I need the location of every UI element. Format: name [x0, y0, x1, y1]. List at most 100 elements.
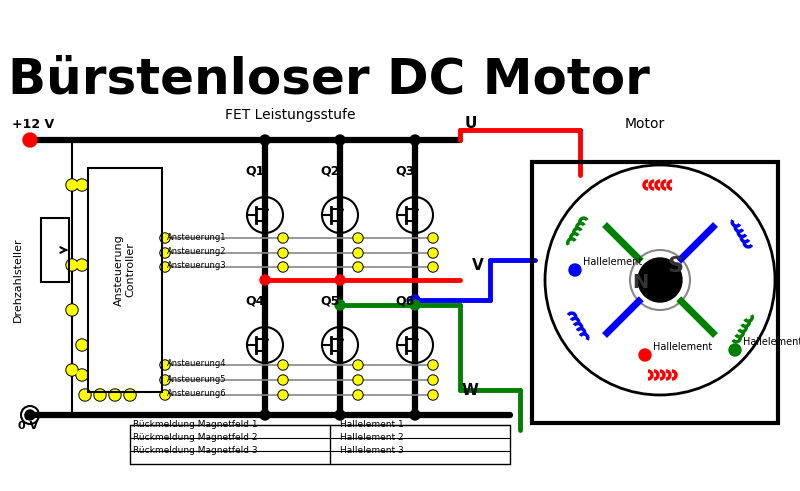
Circle shape	[335, 410, 345, 420]
Circle shape	[428, 262, 438, 272]
Circle shape	[353, 375, 363, 385]
Circle shape	[429, 376, 437, 384]
Circle shape	[76, 179, 88, 191]
Circle shape	[278, 233, 288, 243]
Circle shape	[160, 375, 170, 385]
Circle shape	[354, 361, 362, 369]
Circle shape	[429, 249, 437, 257]
Circle shape	[77, 340, 87, 350]
Circle shape	[67, 260, 77, 270]
Text: Hallelement: Hallelement	[653, 342, 712, 352]
Text: S: S	[667, 256, 683, 276]
Text: Rückmeldung Magnetfeld 1: Rückmeldung Magnetfeld 1	[133, 420, 258, 429]
Circle shape	[410, 295, 420, 305]
Circle shape	[161, 249, 169, 257]
Circle shape	[77, 260, 87, 270]
Circle shape	[354, 249, 362, 257]
Circle shape	[278, 248, 288, 258]
Circle shape	[76, 369, 88, 381]
Circle shape	[569, 264, 581, 276]
Circle shape	[279, 376, 287, 384]
Circle shape	[278, 375, 288, 385]
Text: Ansteuerung4: Ansteuerung4	[167, 359, 226, 369]
Circle shape	[25, 410, 35, 420]
Circle shape	[160, 248, 170, 258]
Circle shape	[335, 300, 345, 310]
Text: Ansteuerung1: Ansteuerung1	[167, 233, 226, 242]
Circle shape	[428, 248, 438, 258]
Circle shape	[353, 360, 363, 370]
Circle shape	[161, 376, 169, 384]
Text: Ansteuerung
Controller: Ansteuerung Controller	[114, 234, 136, 306]
Text: 0: 0	[23, 412, 29, 422]
Text: Q1: Q1	[246, 165, 265, 178]
Circle shape	[77, 370, 87, 380]
Circle shape	[279, 361, 287, 369]
Text: V: V	[472, 258, 484, 273]
Circle shape	[335, 135, 345, 145]
Circle shape	[110, 390, 120, 400]
Circle shape	[161, 361, 169, 369]
Circle shape	[77, 180, 87, 190]
Circle shape	[429, 391, 437, 399]
Circle shape	[639, 349, 651, 361]
Circle shape	[638, 258, 682, 302]
Circle shape	[160, 360, 170, 370]
Circle shape	[428, 375, 438, 385]
Text: Q6: Q6	[395, 295, 414, 308]
Text: Hallelement: Hallelement	[583, 257, 642, 267]
Circle shape	[67, 305, 77, 315]
Text: FET Leistungsstufe: FET Leistungsstufe	[225, 108, 355, 122]
Text: Ansteuerung2: Ansteuerung2	[167, 247, 226, 256]
Text: W: W	[462, 383, 479, 398]
Circle shape	[279, 391, 287, 399]
Circle shape	[161, 391, 169, 399]
Circle shape	[161, 234, 169, 242]
Circle shape	[25, 135, 35, 145]
Circle shape	[354, 376, 362, 384]
Circle shape	[125, 390, 135, 400]
Circle shape	[124, 389, 136, 401]
Circle shape	[353, 390, 363, 400]
Circle shape	[260, 410, 270, 420]
Circle shape	[278, 390, 288, 400]
Circle shape	[410, 410, 420, 420]
Text: Rückmeldung Magnetfeld 3: Rückmeldung Magnetfeld 3	[133, 446, 258, 455]
Circle shape	[161, 263, 169, 271]
Text: N: N	[632, 273, 648, 292]
Text: Bürstenloser DC Motor: Bürstenloser DC Motor	[8, 55, 650, 103]
Circle shape	[410, 135, 420, 145]
Circle shape	[23, 133, 37, 147]
Circle shape	[260, 275, 270, 285]
Circle shape	[79, 389, 91, 401]
Text: Hallelement 3: Hallelement 3	[340, 446, 404, 455]
Text: Hallelement 1: Hallelement 1	[340, 420, 404, 429]
Circle shape	[429, 234, 437, 242]
Circle shape	[278, 360, 288, 370]
Circle shape	[76, 339, 88, 351]
Circle shape	[94, 389, 106, 401]
Text: Ansteuerung5: Ansteuerung5	[167, 375, 226, 383]
Circle shape	[353, 248, 363, 258]
Circle shape	[354, 234, 362, 242]
Circle shape	[66, 179, 78, 191]
Circle shape	[95, 390, 105, 400]
Circle shape	[335, 275, 345, 285]
Text: Ansteuerung3: Ansteuerung3	[167, 262, 226, 271]
Circle shape	[160, 233, 170, 243]
Circle shape	[410, 300, 420, 310]
Circle shape	[429, 263, 437, 271]
Circle shape	[428, 360, 438, 370]
Circle shape	[76, 259, 88, 271]
Circle shape	[260, 135, 270, 145]
Circle shape	[428, 390, 438, 400]
Text: Hallelement 2: Hallelement 2	[340, 433, 404, 442]
Circle shape	[160, 390, 170, 400]
Text: +12 V: +12 V	[12, 118, 54, 131]
Circle shape	[109, 389, 121, 401]
Text: U: U	[465, 116, 478, 131]
Text: Hallelement: Hallelement	[743, 337, 800, 347]
Circle shape	[160, 262, 170, 272]
Circle shape	[80, 390, 90, 400]
Text: Q4: Q4	[246, 295, 265, 308]
